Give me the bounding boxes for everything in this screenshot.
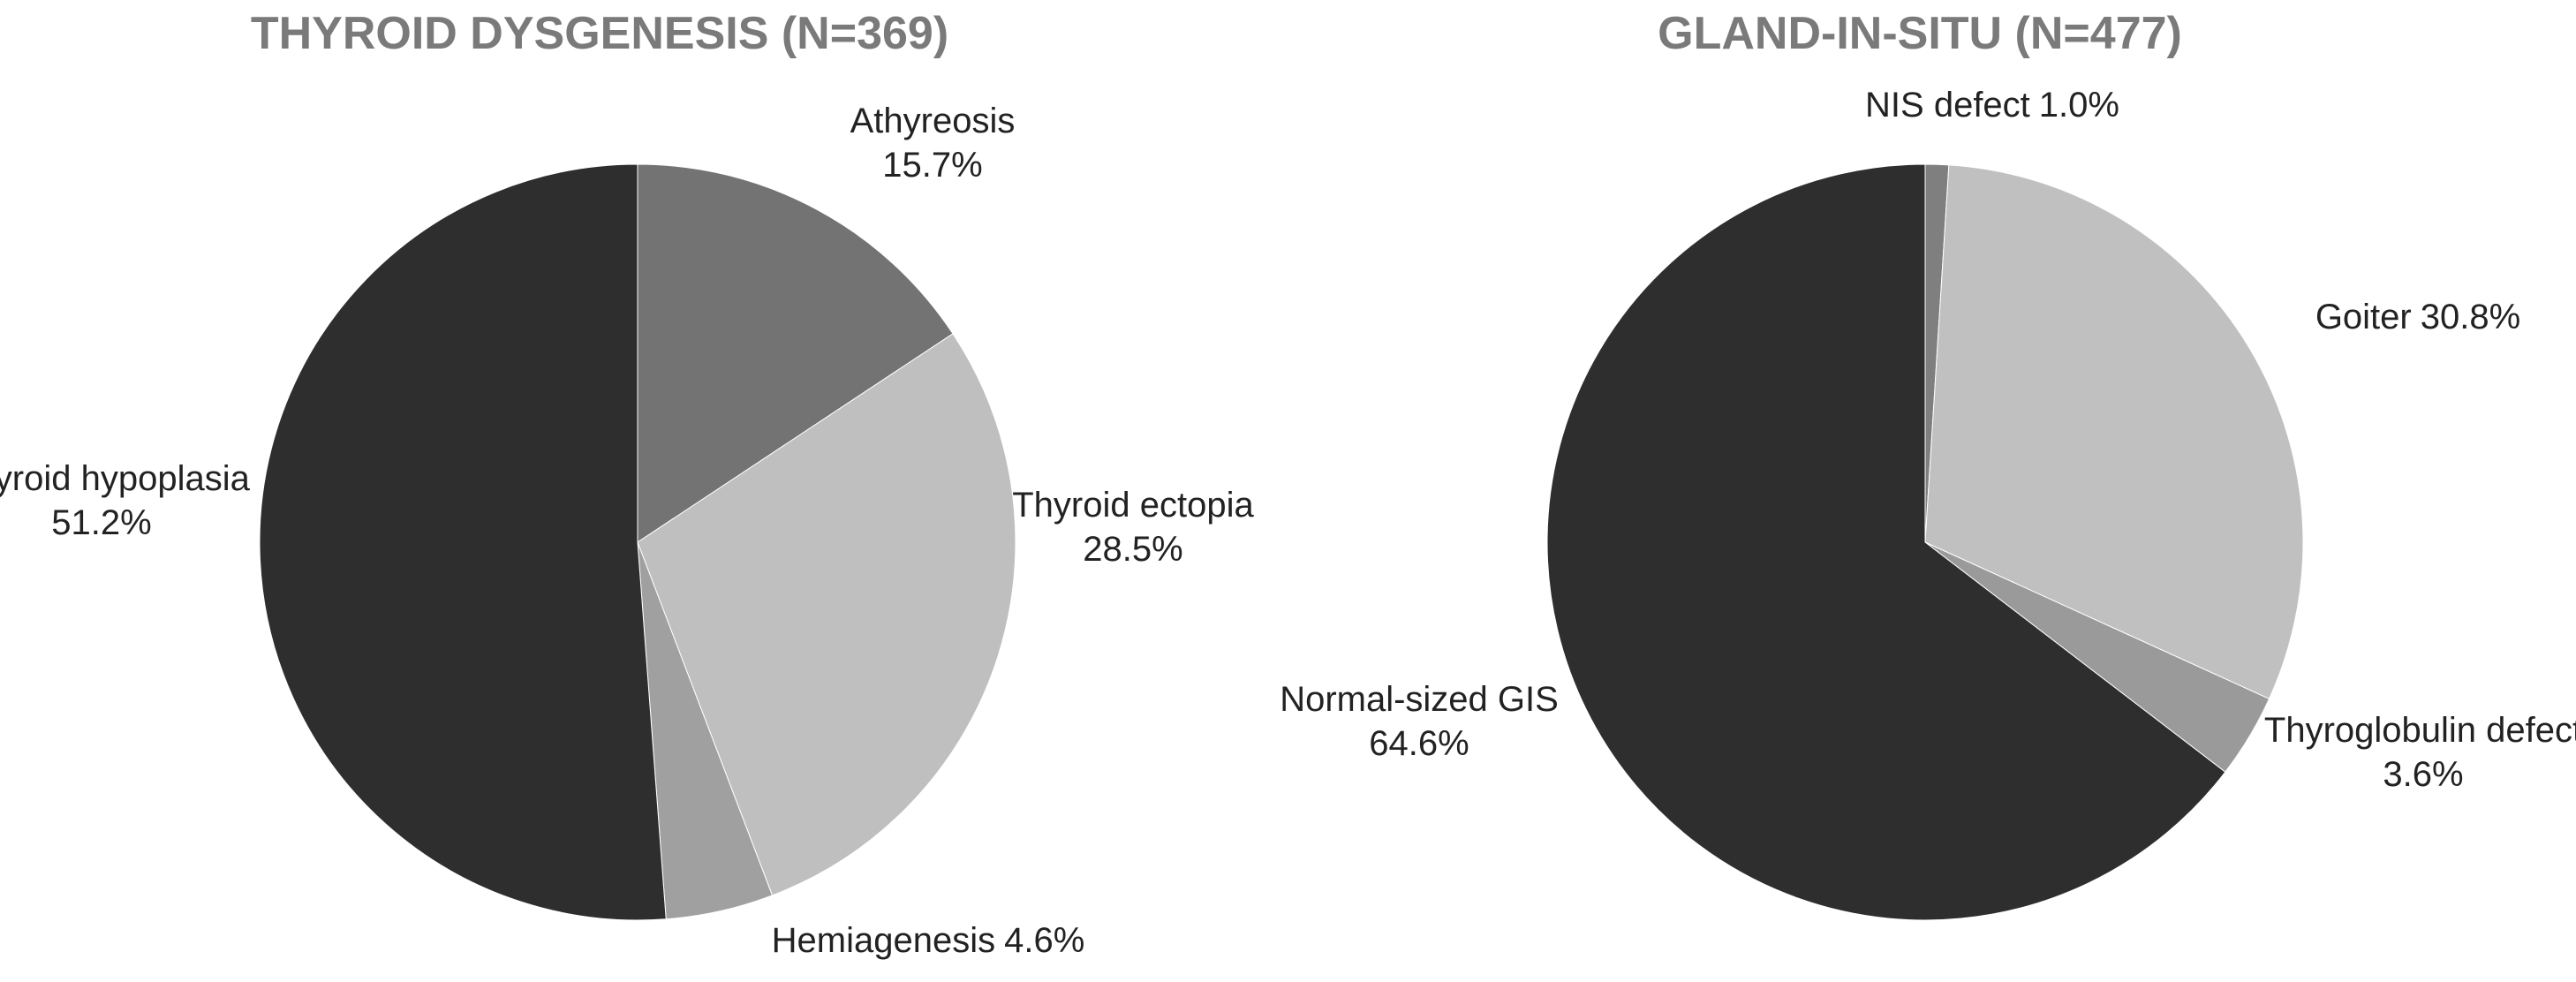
pie-slice (259, 163, 667, 921)
slice-label: Thyroid hypoplasia 51.2% (0, 459, 251, 542)
value-label: 64.6% (1369, 724, 1469, 763)
slice-label: Goiter 30.8% (2315, 298, 2520, 336)
value-label: 3.6% (2383, 755, 2463, 794)
slice-label: NIS defect 1.0% (1865, 86, 2119, 125)
category-label: Thyroglobulin defect (2264, 711, 2576, 750)
category-label: Athyreosis (850, 102, 1016, 140)
value-label: 1.0% (2039, 86, 2119, 125)
slice-label: Athyreosis 15.7% (850, 102, 1016, 185)
value-label: 4.6% (1004, 921, 1084, 960)
pie-slice (1924, 164, 2304, 700)
category-label: Normal-sized GIS (1280, 680, 1559, 719)
pie-slice (637, 333, 1016, 896)
category-label: Thyroid ectopia (1012, 486, 1254, 525)
slice-label: Hemiagenesis 4.6% (772, 921, 1085, 960)
pie-slice (637, 163, 954, 543)
slice-label: Thyroglobulin defect 3.6% (2264, 711, 2576, 794)
category-label: Thyroid hypoplasia (0, 459, 251, 498)
slice-label: Normal-sized GIS 64.6% (1280, 680, 1559, 763)
pie-slice (1546, 163, 2226, 921)
category-label: Goiter (2315, 298, 2412, 336)
value-label: 15.7% (882, 146, 982, 185)
value-label: 30.8% (2421, 298, 2520, 336)
chart-title: GLAND-IN-SITU (N=477) (1658, 8, 2182, 59)
chart-title: THYROID DYSGENESIS (N=369) (251, 8, 948, 59)
value-label: 28.5% (1083, 530, 1182, 569)
value-label: 51.2% (51, 503, 151, 542)
slice-label: Thyroid ectopia 28.5% (1012, 486, 1254, 569)
category-label: Hemiagenesis (772, 921, 995, 960)
category-label: NIS defect (1865, 86, 2030, 125)
